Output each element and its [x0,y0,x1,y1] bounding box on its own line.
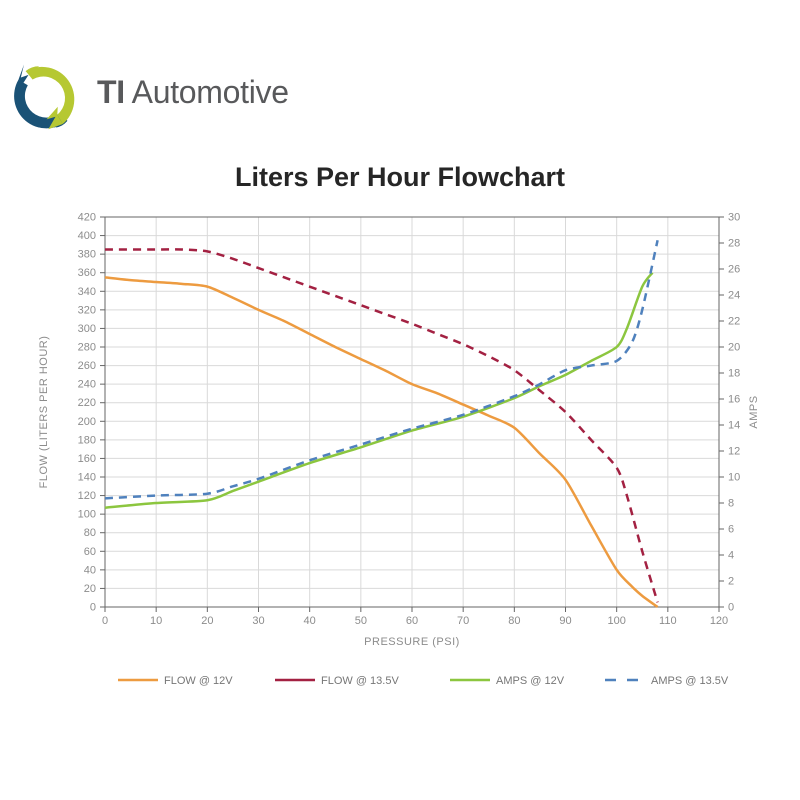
svg-text:4: 4 [728,550,734,562]
svg-text:2: 2 [728,576,734,588]
svg-text:FLOW @ 13.5V: FLOW @ 13.5V [321,675,399,687]
svg-text:AMPS @ 12V: AMPS @ 12V [496,675,565,687]
svg-text:30: 30 [728,212,740,224]
svg-text:300: 300 [78,323,96,335]
svg-text:140: 140 [78,472,96,484]
svg-text:16: 16 [728,394,740,406]
svg-text:18: 18 [728,368,740,380]
svg-text:12: 12 [728,446,740,458]
svg-text:26: 26 [728,264,740,276]
svg-text:AMPS @ 13.5V: AMPS @ 13.5V [651,675,729,687]
svg-text:70: 70 [457,615,469,627]
svg-text:0: 0 [90,602,96,614]
svg-text:40: 40 [84,564,96,576]
svg-text:100: 100 [607,615,625,627]
svg-text:10: 10 [150,615,162,627]
svg-text:320: 320 [78,304,96,316]
svg-text:60: 60 [84,546,96,558]
svg-text:FLOW (LITERS PER HOUR): FLOW (LITERS PER HOUR) [38,336,50,489]
svg-text:22: 22 [728,316,740,328]
svg-text:120: 120 [710,615,728,627]
svg-text:0: 0 [728,602,734,614]
svg-text:160: 160 [78,453,96,465]
svg-text:40: 40 [304,615,316,627]
svg-text:10: 10 [728,472,740,484]
svg-text:20: 20 [728,342,740,354]
svg-text:240: 240 [78,379,96,391]
svg-text:24: 24 [728,290,740,302]
svg-text:FLOW @ 12V: FLOW @ 12V [164,675,233,687]
svg-text:20: 20 [84,583,96,595]
svg-text:340: 340 [78,286,96,298]
svg-text:90: 90 [559,615,571,627]
svg-text:100: 100 [78,509,96,521]
svg-text:380: 380 [78,249,96,261]
svg-text:180: 180 [78,434,96,446]
svg-text:110: 110 [659,615,677,627]
svg-text:260: 260 [78,360,96,372]
svg-text:200: 200 [78,416,96,428]
svg-text:280: 280 [78,342,96,354]
svg-text:PRESSURE (PSI): PRESSURE (PSI) [364,636,460,648]
svg-text:420: 420 [78,212,96,224]
svg-text:80: 80 [84,527,96,539]
svg-text:6: 6 [728,524,734,536]
svg-text:220: 220 [78,397,96,409]
svg-text:20: 20 [201,615,213,627]
svg-text:120: 120 [78,490,96,502]
svg-text:14: 14 [728,420,740,432]
svg-text:50: 50 [355,615,367,627]
svg-text:400: 400 [78,230,96,242]
svg-text:8: 8 [728,498,734,510]
svg-text:80: 80 [508,615,520,627]
svg-text:30: 30 [252,615,264,627]
svg-text:AMPS: AMPS [748,395,760,428]
svg-text:360: 360 [78,267,96,279]
svg-text:28: 28 [728,238,740,250]
svg-text:60: 60 [406,615,418,627]
svg-text:0: 0 [102,615,108,627]
